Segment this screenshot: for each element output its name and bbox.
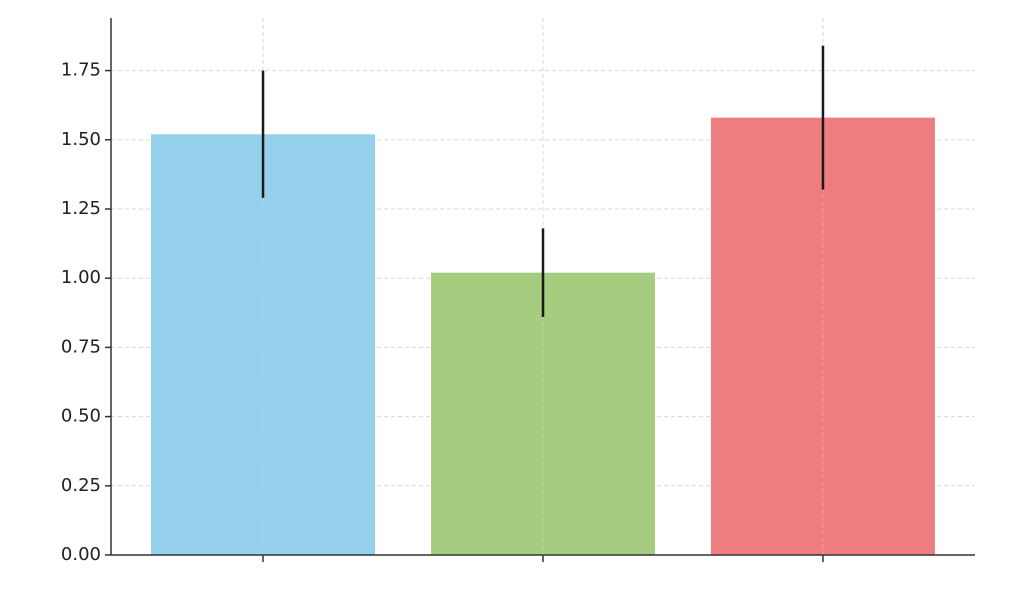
y-tick-label: 0.75 xyxy=(61,336,101,357)
y-tick-label: 0.25 xyxy=(61,475,101,496)
y-tick-label: 0.00 xyxy=(61,544,101,565)
y-tick-label: 1.75 xyxy=(61,60,101,81)
y-tick-label: 1.25 xyxy=(61,198,101,219)
y-tick-label: 1.50 xyxy=(61,129,101,150)
y-tick-label: 1.00 xyxy=(61,267,101,288)
y-tick-label: 0.50 xyxy=(61,406,101,427)
